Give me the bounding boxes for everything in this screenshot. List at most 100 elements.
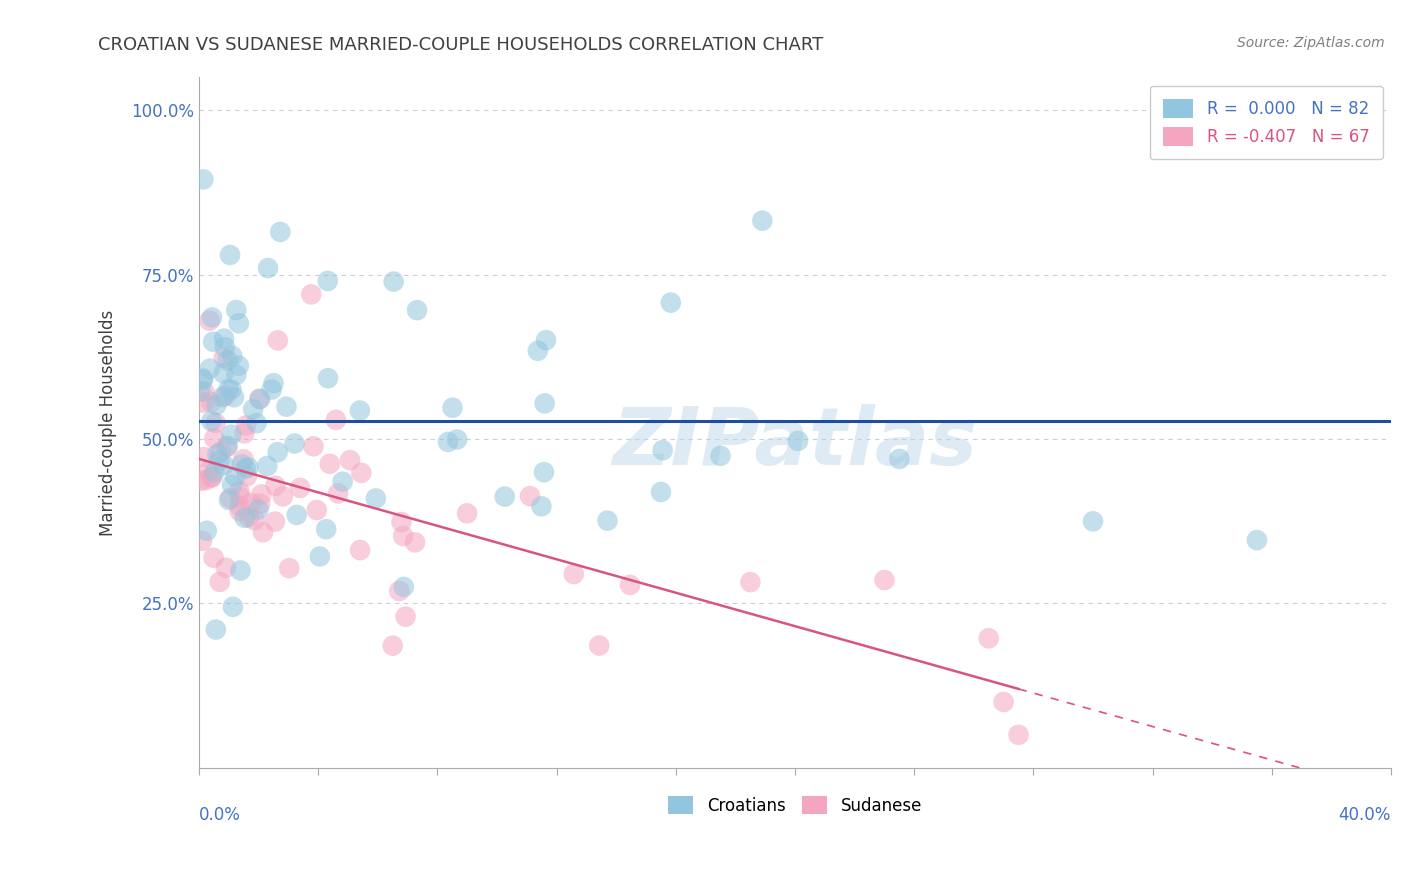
Text: Source: ZipAtlas.com: Source: ZipAtlas.com (1237, 36, 1385, 50)
Point (195, 524, 218, 538)
Point (191, 371, 214, 385)
Point (349, 543, 371, 558)
Point (381, 639, 404, 653)
Point (236, 469, 259, 483)
Point (284, 436, 307, 450)
Point (225, 368, 247, 382)
Point (198, 361, 221, 376)
Point (382, 275, 405, 289)
Point (392, 580, 415, 594)
Point (191, 373, 214, 387)
Point (239, 496, 262, 510)
Point (204, 465, 226, 479)
Point (245, 416, 267, 430)
Point (437, 434, 460, 449)
Point (214, 389, 236, 403)
Point (364, 491, 387, 506)
Point (224, 469, 246, 483)
Point (198, 314, 221, 328)
Point (276, 400, 298, 414)
Point (456, 506, 478, 520)
Point (215, 560, 238, 574)
Point (247, 392, 270, 406)
Point (202, 334, 225, 349)
Point (264, 479, 287, 493)
Point (316, 274, 339, 288)
Point (527, 343, 550, 358)
Point (211, 390, 233, 404)
Point (288, 481, 311, 495)
Point (190, 384, 212, 399)
Point (229, 490, 252, 504)
Point (271, 489, 294, 503)
Point (228, 504, 250, 518)
Point (221, 427, 243, 442)
Point (212, 351, 235, 365)
Point (394, 609, 416, 624)
Point (219, 248, 242, 262)
Point (392, 529, 415, 543)
Point (232, 452, 254, 467)
Point (228, 316, 250, 330)
Point (233, 426, 256, 441)
Point (217, 353, 239, 368)
Point (222, 599, 245, 614)
Point (242, 402, 264, 417)
Point (222, 390, 245, 404)
Point (208, 574, 231, 589)
Point (221, 383, 243, 397)
Point (250, 487, 273, 501)
Point (285, 508, 308, 522)
Point (651, 443, 673, 458)
Point (889, 452, 911, 467)
Point (659, 295, 682, 310)
Point (404, 535, 426, 549)
Point (256, 458, 278, 473)
Point (562, 567, 585, 582)
Point (740, 575, 762, 590)
Point (446, 433, 468, 447)
Point (228, 484, 250, 499)
Point (1007, 728, 1029, 742)
Point (215, 440, 238, 454)
Point (264, 515, 287, 529)
Point (391, 515, 413, 529)
Point (269, 225, 291, 239)
Point (235, 418, 257, 433)
Point (205, 398, 228, 412)
Point (751, 213, 773, 227)
Point (530, 500, 553, 514)
Point (873, 573, 896, 587)
Point (534, 333, 557, 347)
Point (787, 434, 810, 448)
Point (202, 550, 225, 565)
Point (299, 287, 322, 301)
Point (519, 489, 541, 503)
Point (200, 395, 222, 409)
Point (588, 639, 610, 653)
Point (977, 632, 1000, 646)
Point (596, 514, 619, 528)
Point (308, 549, 330, 564)
Point (204, 416, 226, 430)
Point (217, 439, 239, 453)
Point (305, 503, 328, 517)
Point (221, 349, 243, 363)
Point (214, 340, 236, 354)
Point (709, 449, 731, 463)
Point (533, 396, 555, 410)
Point (326, 486, 349, 500)
Point (350, 466, 373, 480)
Point (332, 475, 354, 489)
Point (316, 371, 339, 385)
Point (193, 395, 215, 409)
Point (212, 332, 235, 346)
Point (302, 439, 325, 453)
Point (238, 460, 260, 475)
Legend: Croatians, Sudanese: Croatians, Sudanese (662, 789, 928, 822)
Point (219, 491, 242, 505)
Point (339, 453, 361, 467)
Point (228, 359, 250, 373)
Point (247, 502, 270, 516)
Point (249, 392, 271, 406)
